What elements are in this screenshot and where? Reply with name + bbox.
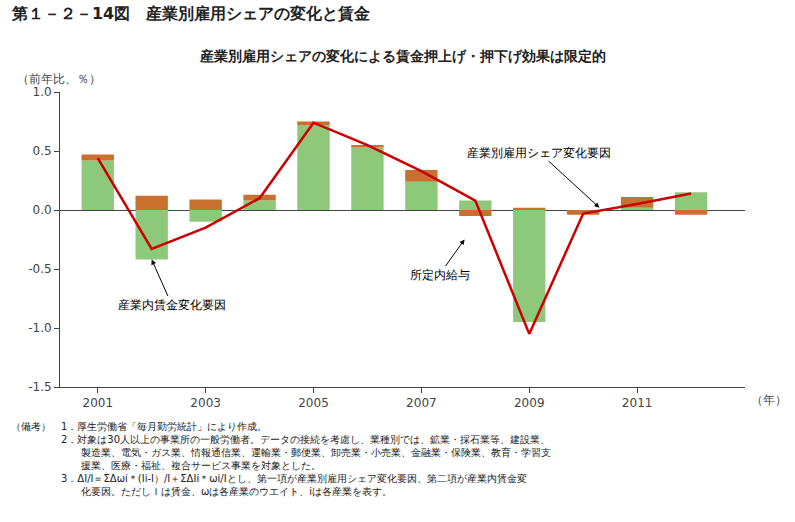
svg-text:産業内賃金変化要因: 産業内賃金変化要因 (118, 298, 226, 312)
svg-text:（備考） 1．厚生労働省「毎月勤労統計」により作成。: （備考） 1．厚生労働省「毎月勤労統計」により作成。 2．対象は30人以上の事業… (11, 421, 551, 497)
svg-text:2009: 2009 (514, 396, 545, 410)
svg-text:2007: 2007 (406, 396, 437, 410)
svg-text:-0.5: -0.5 (28, 262, 51, 276)
svg-text:2001: 2001 (82, 396, 113, 410)
svg-text:0.0: 0.0 (33, 203, 52, 217)
svg-text:2003: 2003 (190, 396, 221, 410)
svg-text:産業別雇用シェアの変化による賃金押上げ・押下げ効果は限定的: 産業別雇用シェアの変化による賃金押上げ・押下げ効果は限定的 (199, 48, 606, 64)
svg-text:0.5: 0.5 (33, 144, 52, 158)
svg-text:（前年比、％）: （前年比、％） (17, 72, 101, 86)
svg-text:2011: 2011 (622, 396, 653, 410)
svg-text:産業別雇用シェア変化要因: 産業別雇用シェア変化要因 (467, 146, 611, 160)
svg-text:2005: 2005 (298, 396, 329, 410)
svg-text:-1.0: -1.0 (28, 321, 51, 335)
svg-text:-1.5: -1.5 (28, 380, 51, 394)
svg-text:1.0: 1.0 (33, 85, 52, 99)
svg-text:（年）: （年） (751, 393, 787, 407)
svg-text:所定内給与: 所定内給与 (410, 268, 470, 282)
svg-text:第１－２－14図 産業別雇用シェアの変化と賃金: 第１－２－14図 産業別雇用シェアの変化と賃金 (11, 4, 370, 23)
